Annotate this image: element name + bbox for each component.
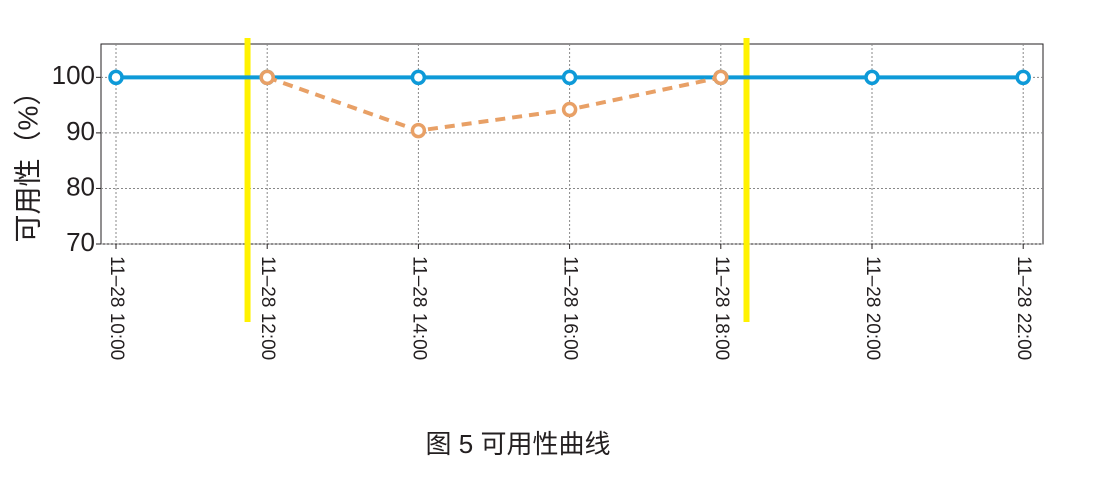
data-point — [108, 69, 124, 86]
chart-title: 图 5 可用性曲线 — [426, 429, 611, 459]
data-point — [259, 69, 275, 86]
y-tick-label: 90 — [66, 116, 95, 146]
y-tick-label: 100 — [52, 60, 95, 90]
y-tick-label: 70 — [66, 227, 95, 257]
data-point — [713, 69, 729, 86]
x-tick-label: 11–28 12:00 — [257, 256, 278, 360]
x-tick-label: 11–28 22:00 — [1013, 256, 1034, 360]
data-point — [410, 69, 427, 86]
y-axis-label: 可用性（%） — [12, 78, 43, 243]
series-line — [266, 75, 722, 133]
x-tick-label: 11–28 16:00 — [560, 256, 581, 360]
y-tick-label: 80 — [66, 171, 95, 201]
data-point — [561, 101, 578, 118]
x-tick-label: 11–28 20:00 — [862, 256, 883, 360]
data-point — [410, 122, 427, 139]
data-point — [561, 69, 578, 86]
data-point — [1015, 69, 1031, 86]
plot-frame — [100, 43, 1044, 245]
x-tick-label: 11–28 10:00 — [106, 256, 127, 360]
x-tick-label: 11–28 14:00 — [408, 256, 429, 360]
x-tick-label: 11–28 18:00 — [711, 256, 732, 360]
data-point — [864, 69, 880, 86]
